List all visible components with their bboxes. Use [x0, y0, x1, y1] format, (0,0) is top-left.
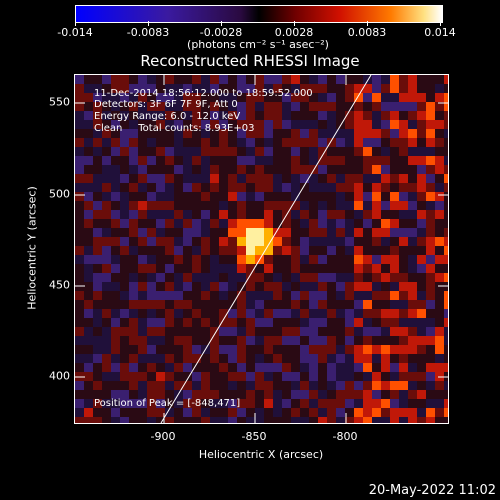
colorbar-tick [75, 21, 76, 26]
axis-ticks [75, 75, 448, 423]
clean-counts-annotation: Clean Total counts: 8.93E+03 [94, 123, 255, 134]
image-pixels [75, 75, 448, 423]
x-tick-label: -900 [150, 430, 176, 443]
peak-position-annotation: Position of Peak = [-848,471] [94, 398, 241, 409]
solar-limb-line [160, 75, 372, 423]
colorbar-tick [294, 21, 295, 26]
footer-date: 20-May-2022 11:02 [368, 483, 496, 498]
y-tick-label: 550 [49, 95, 70, 109]
time-range-annotation: 11-Dec-2014 18:56:12.000 to 18:59:52.000 [94, 88, 313, 99]
detectors-annotation: Detectors: 3F 6F 7F 9F, Att 0 [94, 99, 238, 110]
solar-image-plot [74, 74, 449, 424]
energy-range-annotation: Energy Range: 6.0 - 12.0 keV [94, 111, 241, 122]
colorbar-tick [221, 21, 222, 26]
image-title: Reconstructed RHESSI Image [140, 52, 360, 70]
x-tick-label: -800 [332, 430, 358, 443]
colorbar-tick [367, 21, 368, 26]
colorbar-tick-label: 0.014 [424, 26, 456, 39]
solar-image [75, 75, 448, 423]
colorbar-tick-label: 0.0083 [347, 26, 387, 39]
y-tick-label: 500 [49, 187, 70, 201]
colorbar-tick [148, 21, 149, 26]
y-tick-label: 450 [49, 278, 70, 292]
colorbar-tick-label: -0.014 [57, 26, 93, 39]
colorbar-tick [440, 21, 441, 26]
x-tick-label: -850 [241, 430, 267, 443]
colorbar-tick-label: -0.0083 [126, 26, 170, 39]
colorbar [75, 5, 443, 23]
colorbar-tick-label: 0.0028 [274, 26, 314, 39]
y-tick-label: 400 [49, 369, 70, 383]
colorbar-units: (photons cm⁻² s⁻¹ asec⁻²) [187, 38, 329, 51]
y-axis-title: Heliocentric Y (arcsec) [25, 186, 39, 310]
x-axis-title: Heliocentric X (arcsec) [198, 448, 324, 461]
colorbar-tick-label: -0.0028 [199, 26, 243, 39]
